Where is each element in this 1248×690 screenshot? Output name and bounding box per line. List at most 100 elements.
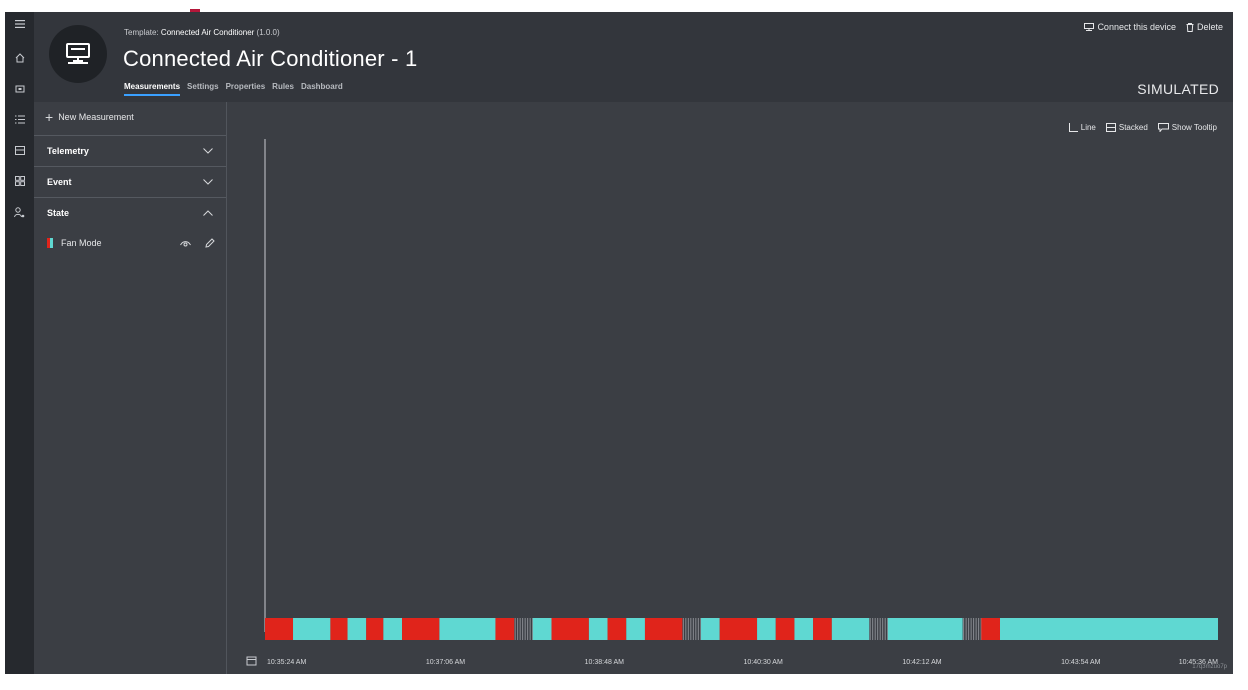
line-toggle[interactable]: Line — [1068, 123, 1096, 132]
state-segments — [265, 618, 1218, 640]
state-segment-cyan[interactable] — [588, 618, 608, 640]
state-segment-cyan[interactable] — [831, 618, 870, 640]
state-segment-red[interactable] — [495, 618, 515, 640]
state-segment-cyan[interactable] — [383, 618, 403, 640]
state-segment-red[interactable] — [981, 618, 1000, 640]
analytics-icon[interactable] — [5, 140, 34, 160]
device-icon[interactable] — [5, 79, 34, 99]
device-details-page: Template: Connected Air Conditioner (1.0… — [34, 12, 1233, 674]
state-segment-cyan[interactable] — [439, 618, 496, 640]
chart-controls: Line Stacked Show Tooltip — [1068, 123, 1217, 132]
state-segment-cyan[interactable] — [757, 618, 776, 640]
state-segment-cyan[interactable] — [701, 618, 720, 640]
state-segment-cyan[interactable] — [887, 618, 963, 640]
brand-accent-mark — [190, 9, 200, 12]
template-prefix: Template: — [124, 28, 159, 37]
section-event[interactable]: Event — [34, 166, 226, 197]
section-label: Telemetry — [47, 146, 89, 156]
chevron-down-icon — [203, 179, 213, 185]
section-state[interactable]: State — [34, 197, 226, 228]
state-timeline-chart: 10:35:24 AM 10:37:06 AM 10:38:48 AM 10:40:3… — [246, 139, 1218, 666]
line-chart-icon — [1068, 123, 1078, 132]
device-header: Template: Connected Air Conditioner (1.0… — [34, 12, 1233, 102]
stacked-toggle[interactable]: Stacked — [1105, 123, 1148, 132]
menu-icon[interactable] — [5, 14, 34, 34]
state-segment-red[interactable] — [607, 618, 627, 640]
section-label: State — [47, 208, 70, 218]
measurements-sidebar: + New Measurement Telemetry Event State … — [34, 102, 227, 674]
section-label: Event — [47, 177, 72, 187]
state-segment-red[interactable] — [265, 618, 294, 640]
tab-dashboard[interactable]: Dashboard — [300, 82, 343, 91]
state-segment-cyan[interactable] — [293, 618, 331, 640]
state-segment-red[interactable] — [330, 618, 348, 640]
tab-rules[interactable]: Rules — [272, 82, 294, 91]
x-axis-ticks: 10:35:24 AM 10:37:06 AM 10:38:48 AM 10:40:3… — [267, 659, 1218, 666]
state-segment-cyan[interactable] — [626, 618, 645, 640]
tooltip-icon — [1157, 123, 1169, 132]
state-segment-cyan[interactable] — [532, 618, 552, 640]
tab-bar: Measurements Settings Properties Rules D… — [124, 82, 343, 96]
header-actions: Connect this device Delete — [1084, 22, 1223, 32]
grid-icon[interactable] — [5, 171, 34, 191]
state-segment-red[interactable] — [551, 618, 589, 640]
template-version: (1.0.0) — [256, 28, 280, 37]
page-title: Connected Air Conditioner - 1 — [123, 46, 418, 71]
line-label: Line — [1080, 123, 1096, 132]
x-tick-label: 10:37:06 AM — [426, 659, 465, 666]
tab-settings[interactable]: Settings — [187, 82, 219, 91]
state-segment-red[interactable] — [775, 618, 795, 640]
state-segment-red[interactable] — [402, 618, 440, 640]
x-tick-label: 10:38:48 AM — [585, 659, 624, 666]
plus-icon: + — [45, 109, 54, 125]
state-segment-red[interactable] — [719, 618, 758, 640]
x-tick-label: 10:40:30 AM — [744, 659, 783, 666]
edit-pencil-icon[interactable] — [205, 238, 215, 248]
home-icon[interactable] — [5, 48, 34, 68]
state-segment-cyan[interactable] — [794, 618, 814, 640]
chevron-down-icon — [203, 148, 213, 154]
simulated-status: SIMULATED — [1137, 81, 1219, 97]
x-tick-label: 10:45:36 AM — [1179, 659, 1218, 666]
tab-measurements[interactable]: Measurements — [124, 82, 181, 96]
stacked-chart-icon — [1105, 123, 1116, 132]
state-segment-gap — [869, 618, 889, 640]
template-name[interactable]: Connected Air Conditioner — [160, 28, 255, 37]
user-admin-icon[interactable] — [5, 202, 34, 222]
template-info: Template: Connected Air Conditioner (1.0… — [124, 28, 280, 37]
chart-area: Line Stacked Show Tooltip 10:35:24 AM 10:… — [227, 102, 1233, 674]
state-segment-red[interactable] — [366, 618, 384, 640]
trash-icon — [1186, 22, 1194, 32]
state-segment-cyan[interactable] — [347, 618, 367, 640]
state-color-swatch — [47, 238, 53, 248]
state-segment-red[interactable] — [644, 618, 683, 640]
delete-button[interactable]: Delete — [1186, 22, 1223, 32]
section-telemetry[interactable]: Telemetry — [34, 135, 226, 166]
stacked-label: Stacked — [1118, 123, 1148, 132]
show-tooltip-toggle[interactable]: Show Tooltip — [1157, 123, 1217, 132]
left-nav-rail — [5, 12, 34, 674]
state-segment-cyan[interactable] — [999, 618, 1218, 640]
connect-device-label: Connect this device — [1097, 22, 1176, 32]
state-segment-gap — [682, 618, 702, 640]
measurement-item-fan-mode[interactable]: Fan Mode — [47, 236, 215, 250]
state-segment-red[interactable] — [813, 618, 832, 640]
delete-label: Delete — [1196, 22, 1223, 32]
state-segment-gap — [514, 618, 534, 640]
eye-icon[interactable] — [180, 240, 191, 247]
x-tick-label: 10:35:24 AM — [267, 659, 306, 666]
connect-device-button[interactable]: Connect this device — [1084, 22, 1176, 32]
device-avatar — [49, 25, 107, 83]
chevron-up-icon — [203, 210, 213, 216]
tab-properties[interactable]: Properties — [225, 82, 266, 91]
connect-icon — [1084, 23, 1095, 31]
x-tick-label: 10:42:12 AM — [902, 659, 941, 666]
state-segment-gap — [963, 618, 982, 640]
new-measurement-label: New Measurement — [58, 112, 134, 122]
measurement-tools — [180, 238, 215, 248]
x-tick-label: 10:43:54 AM — [1061, 659, 1100, 666]
new-measurement-button[interactable]: + New Measurement — [45, 109, 134, 125]
calendar-icon[interactable] — [246, 656, 257, 666]
rules-list-icon[interactable] — [5, 109, 34, 129]
footer-id: 17q3mzuo7p — [1192, 664, 1227, 670]
